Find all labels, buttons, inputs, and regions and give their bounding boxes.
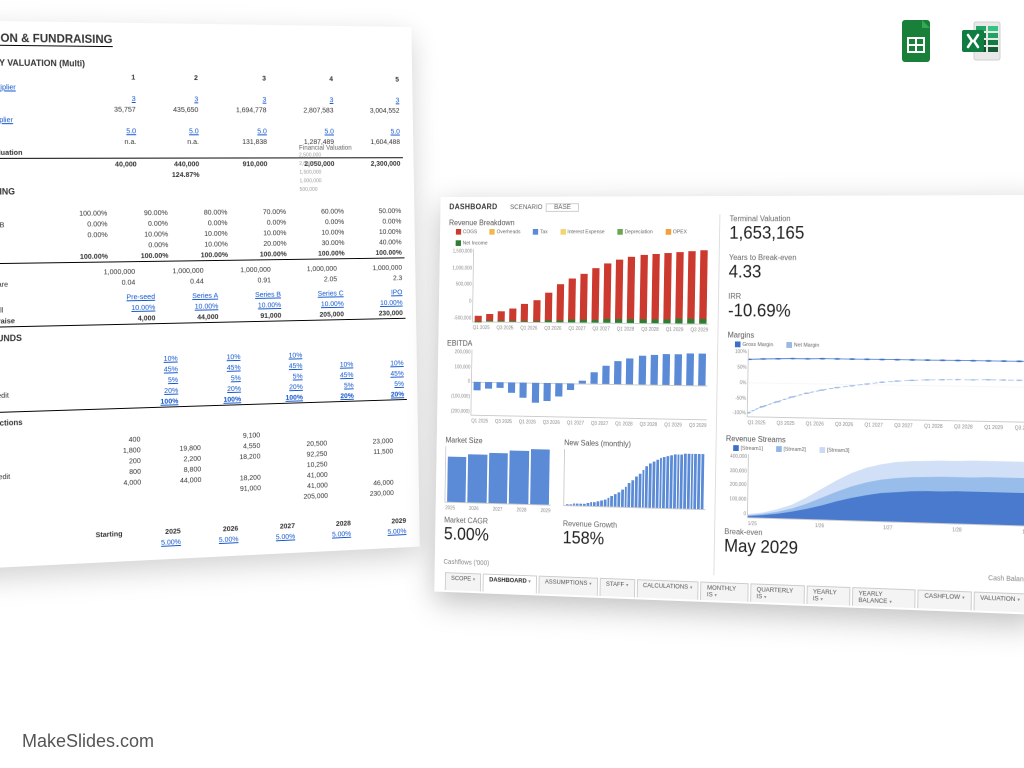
rev-breakdown-legend: COGSOverheadsTaxInterest ExpenseDeprecia… bbox=[449, 229, 710, 247]
tab-dashboard[interactable]: DASHBOARD▾ bbox=[483, 573, 537, 593]
tab-monthly is[interactable]: MONTHLY IS▾ bbox=[700, 581, 748, 601]
tab-yearly is[interactable]: YEARLY IS▾ bbox=[806, 585, 850, 605]
revenue-multiplier-link[interactable]: Revenue Multiplier bbox=[0, 81, 87, 93]
rev-breakdown-chart: 1,500,0001,000,000500,0000-500,000 Q1 20… bbox=[472, 249, 710, 325]
seed-table: Seed roundPre-seedSeries ASeries BSeries… bbox=[0, 287, 406, 329]
ebitda-multiplier-link[interactable]: EBITDA Multiplier bbox=[0, 114, 87, 125]
use-of-funds-table: CashflowMarketing10%10%10%Legal45%45%45%… bbox=[0, 337, 407, 414]
new-sales-panel: New Sales (monthly) Revenue Growth 158% bbox=[562, 435, 706, 563]
revenue-growth-value: 158% bbox=[563, 528, 705, 553]
capital-injections-table: CashflowMarketing4009,100Legal1,80019,80… bbox=[0, 414, 408, 517]
margins-chart: 100%50%0%-50%-100% Q1 2025Q3 2025Q1 2026… bbox=[747, 350, 1024, 424]
tab-yearly balance[interactable]: YEARLY BALANCE▾ bbox=[852, 587, 916, 608]
irr-value: -10.69% bbox=[728, 301, 1024, 324]
excel-icon bbox=[958, 18, 1004, 64]
tab-valuation[interactable]: VALUATION▾ bbox=[973, 591, 1024, 612]
breakeven-years-value: 4.33 bbox=[729, 262, 1024, 284]
sheet-title: VALUATION & FUNDRAISING bbox=[0, 30, 113, 47]
dash-right-col: Terminal Valuation 1,653,165 Years to Br… bbox=[724, 214, 1024, 587]
terminal-valuation-value: 1,653,165 bbox=[729, 223, 1024, 244]
tab-quarterly is[interactable]: QUARTERLY IS▾ bbox=[750, 583, 805, 604]
dash-left-col: Revenue Breakdown COGSOverheadsTaxIntere… bbox=[443, 214, 710, 574]
market-cagr-value: 5.00% bbox=[444, 524, 550, 547]
market-size-panel: Market Size 20252026202720282029 Market … bbox=[444, 432, 552, 557]
valuation-spreadsheet: 12345 VALUATION & FUNDRAISING PRE-MONEY … bbox=[0, 20, 420, 571]
scenario-label: SCENARIO BASE bbox=[510, 204, 579, 211]
app-icons bbox=[894, 18, 1004, 64]
dashboard-sheet: DASHBOARD SCENARIO BASE Revenue Breakdow… bbox=[434, 195, 1024, 615]
cap-table: Founder100.00%90.00%80.00%70.00%60.00%50… bbox=[0, 205, 405, 264]
tab-scope[interactable]: SCOPE▾ bbox=[445, 572, 482, 591]
rev-breakdown-title: Revenue Breakdown bbox=[449, 218, 710, 227]
market-size-chart: 20252026202720282029 bbox=[444, 446, 551, 505]
brand-watermark: MakeSlides.com bbox=[22, 731, 154, 752]
divider bbox=[713, 214, 720, 575]
tab-calculations[interactable]: CALCULATIONS▾ bbox=[636, 579, 699, 600]
fin-val-mini-chart: Financial Valuation 2,500,0002,000,0001,… bbox=[299, 145, 407, 195]
tab-cashflow[interactable]: CASHFLOW▾ bbox=[917, 589, 971, 610]
shares-table: Shares1,000,0001,000,0001,000,0001,000,0… bbox=[0, 262, 405, 290]
premoney-heading: PRE-MONEY VALUATION (Multi) bbox=[0, 57, 401, 71]
google-sheets-icon bbox=[894, 18, 940, 64]
tab-staff[interactable]: STAFF▾ bbox=[599, 578, 634, 597]
dashboard-header: DASHBOARD bbox=[449, 203, 497, 212]
new-sales-chart bbox=[563, 449, 706, 510]
cashflows-label: Cashflows ('000) bbox=[443, 559, 704, 575]
tab-assumptions[interactable]: ASSUMPTIONS▾ bbox=[539, 576, 598, 596]
rev-streams-chart: 400,000300,000200,000100,0000 1/251/261/… bbox=[747, 454, 1024, 527]
ebitda-chart: 200,000100,0000(100,000)(200,000) Q1 202… bbox=[470, 350, 707, 421]
cash-balance-label: Cash Balance bbox=[724, 566, 1024, 584]
